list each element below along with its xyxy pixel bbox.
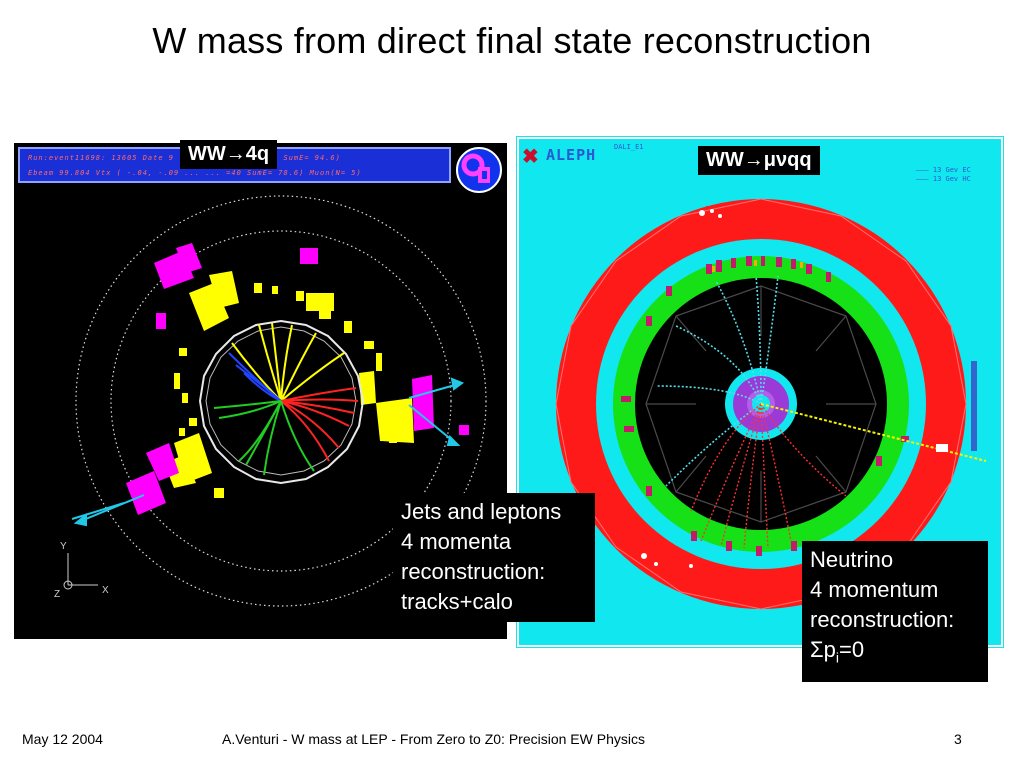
jets-leptons-note: Jets and leptons 4 momenta reconstructio… — [393, 493, 595, 622]
jets-note-line-2: 4 momenta — [401, 529, 512, 554]
jets-note-line-1: Jets and leptons — [401, 499, 562, 524]
axis-x-label: X — [102, 585, 109, 596]
ecal-hits — [621, 256, 909, 556]
neutrino-note-line-1: Neutrino — [810, 547, 894, 572]
outer-dotted-ring — [75, 195, 487, 607]
jets-note-line-3: reconstruction: — [401, 559, 546, 584]
axis-z-label: Z — [54, 589, 60, 600]
energy-legend: ——— 13 Gev EC ——— 13 Gev HC — [916, 166, 971, 184]
page-number: 3 — [954, 731, 962, 747]
neutrino-note-line-3: reconstruction: — [810, 607, 955, 632]
ww-4q-label: WW→4q — [180, 140, 278, 169]
central-tracker — [198, 319, 365, 485]
axis-y-label: Y — [60, 541, 67, 552]
aleph-x-logo: ✖ — [522, 146, 539, 168]
middle-dotted-ring — [110, 230, 452, 572]
axis-glyph — [63, 553, 98, 590]
legend-ec: ——— 13 Gev EC — [916, 166, 971, 174]
footer-date: May 12 2004 — [22, 731, 103, 747]
neutrino-note-formula: Σpi=0 — [810, 635, 980, 672]
charged-tracks-cyan — [655, 275, 779, 487]
muon-track — [760, 403, 987, 462]
legend-hc: ——— 13 Gev HC — [916, 175, 971, 183]
ww-munuqq-label: WW→μνqq — [698, 146, 820, 175]
charged-tracks-red — [690, 403, 847, 549]
neutrino-note: Neutrino 4 momentum reconstruction: Σpi=… — [802, 541, 988, 682]
neutrino-note-line-2: 4 momentum — [810, 577, 939, 602]
jets-note-line-4: tracks+calo — [401, 589, 513, 614]
lepton-arrows — [71, 377, 465, 527]
footer-text: A.Venturi - W mass at LEP - From Zero to… — [222, 731, 645, 747]
aleph-event-display: ✖ ALEPH DALI_E1 ——— 13 Gev EC ——— 13 Gev… — [516, 136, 1004, 648]
outer-hits — [641, 209, 722, 568]
opal-event-graphic: Y X Z — [54, 195, 487, 607]
i-subscript: i — [835, 649, 839, 666]
slide-title: W mass from direct final state reconstru… — [152, 20, 872, 61]
aleph-event-graphic — [517, 137, 1003, 647]
aleph-logo-text: ALEPH — [546, 146, 597, 164]
opal-logo — [456, 147, 502, 193]
sigma-symbol: Σ — [810, 637, 824, 662]
calorimeter-yellow-blocks — [164, 271, 414, 498]
dali-label: DALI_E1 — [614, 143, 644, 151]
event-info-line-2: Ebeam 99.804 Vtx ( -.04, -.09 ... ... =4… — [28, 169, 362, 177]
p-symbol: p — [823, 637, 836, 662]
reconstructed-tracks — [213, 322, 359, 476]
muon-chamber-magenta-blocks — [126, 243, 469, 515]
equals-zero: =0 — [838, 637, 865, 662]
tpc-sectors — [645, 285, 877, 523]
